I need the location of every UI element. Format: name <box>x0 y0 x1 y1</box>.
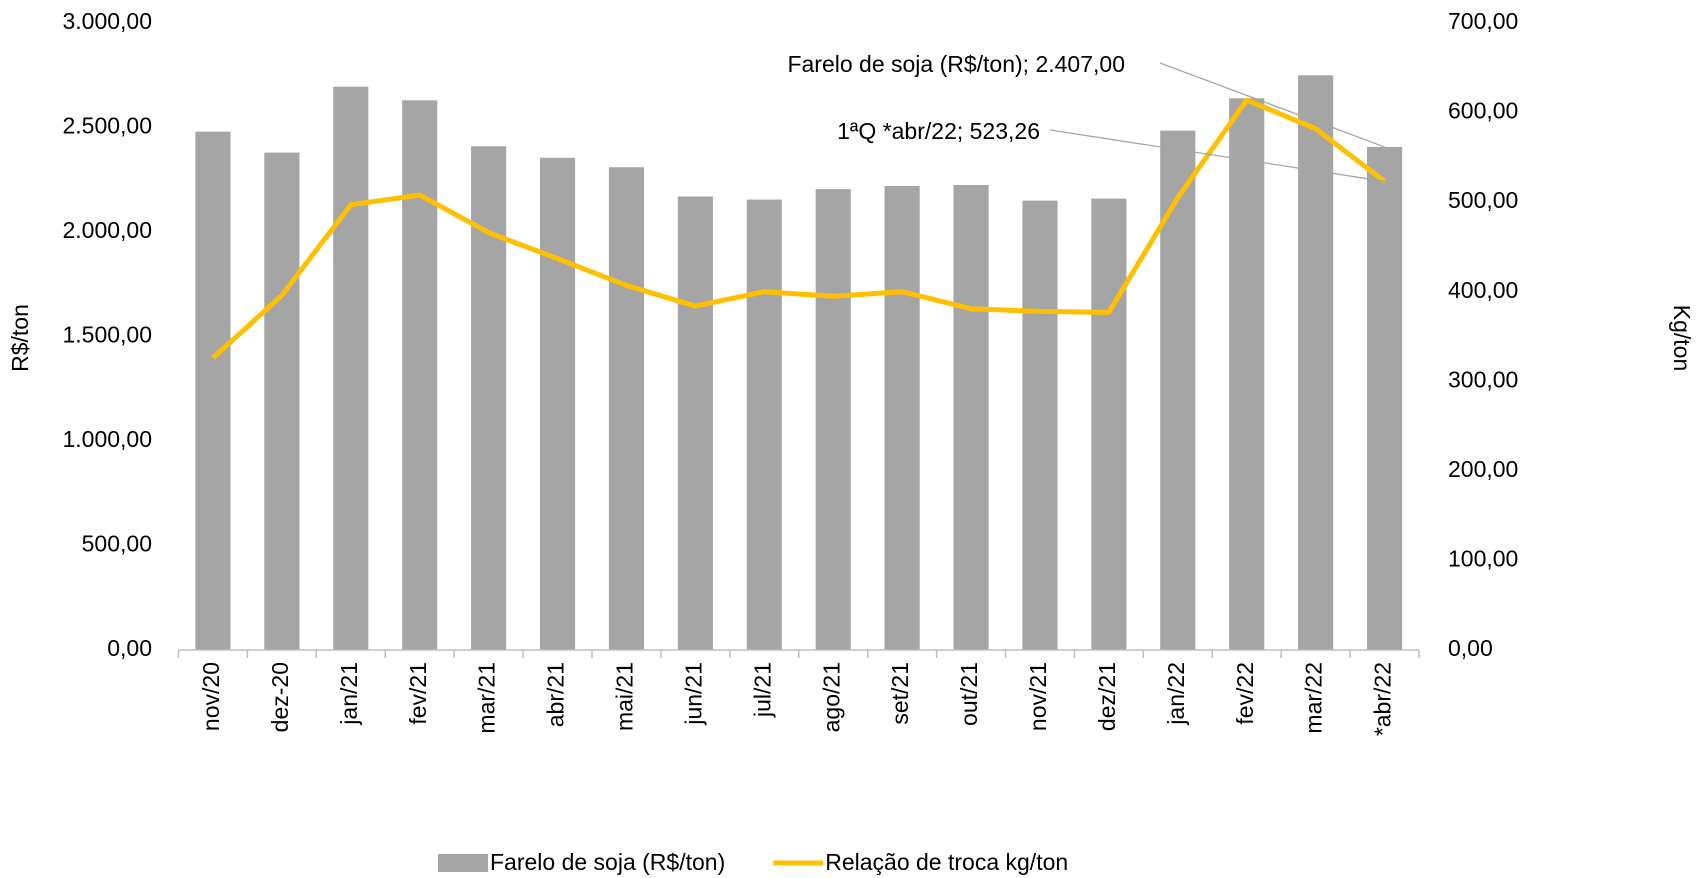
x-tick-label: fev/21 <box>405 662 431 725</box>
y2-tick-label: 700,00 <box>1448 8 1518 34</box>
bar <box>1298 75 1334 650</box>
x-tick-label: set/21 <box>887 662 913 725</box>
x-tick-label: ago/21 <box>818 662 844 732</box>
x-tick-label: jan/22 <box>1163 662 1189 726</box>
bar <box>884 186 920 650</box>
bar <box>1022 200 1058 650</box>
bar <box>1091 198 1127 650</box>
x-tick-label: nov/20 <box>198 662 224 731</box>
bar <box>677 196 713 650</box>
legend-swatch <box>438 854 488 872</box>
bar <box>815 189 851 650</box>
bar <box>195 131 231 650</box>
legend-label: Farelo de soja (R$/ton) <box>490 849 725 875</box>
leader-line <box>1049 129 1385 182</box>
data-label: 1ªQ *abr/22; 523,26 <box>837 118 1040 144</box>
y-tick-label: 500,00 <box>82 531 152 557</box>
bar <box>1366 146 1403 650</box>
y2-tick-label: 500,00 <box>1448 187 1518 213</box>
leader-line <box>1159 62 1385 148</box>
bar <box>471 146 507 650</box>
x-tick-label: mar/21 <box>474 662 500 734</box>
bar <box>608 167 645 650</box>
bar <box>1229 98 1265 651</box>
y-tick-label: 0,00 <box>107 635 152 661</box>
y-tick-label: 2.000,00 <box>62 217 152 243</box>
y2-tick-label: 400,00 <box>1448 277 1518 303</box>
bar <box>746 199 782 651</box>
y-tick-label: 3.000,00 <box>62 8 152 34</box>
y-tick-label: 1.000,00 <box>62 426 152 452</box>
x-tick-label: jun/21 <box>680 662 706 726</box>
data-label: Farelo de soja (R$/ton); 2.407,00 <box>787 51 1125 77</box>
x-tick-label: dez-20 <box>267 662 293 732</box>
x-tick-label: *abr/22 <box>1370 662 1396 736</box>
x-tick-label: fev/22 <box>1232 662 1258 725</box>
y2-tick-label: 300,00 <box>1448 366 1518 392</box>
y-axis-label: R$/ton <box>7 304 33 372</box>
bar <box>264 152 300 650</box>
bar <box>539 157 576 650</box>
x-tick-label: mai/21 <box>612 662 638 731</box>
x-tick-label: abr/21 <box>543 662 569 727</box>
x-tick-label: jul/21 <box>749 662 775 718</box>
bar <box>953 184 989 650</box>
bar <box>1160 130 1196 650</box>
y2-tick-label: 100,00 <box>1448 546 1518 572</box>
x-tick-label: jan/21 <box>336 662 362 726</box>
line <box>211 97 1387 360</box>
x-tick-label: nov/21 <box>1025 662 1051 731</box>
y2-tick-label: 200,00 <box>1448 456 1518 482</box>
y-tick-label: 1.500,00 <box>62 322 152 348</box>
x-tick-label: out/21 <box>956 662 982 726</box>
y2-axis-label: Kg/ton <box>1669 305 1695 372</box>
y2-tick-label: 600,00 <box>1448 98 1518 124</box>
y-tick-label: 2.500,00 <box>62 113 152 139</box>
bar <box>333 86 369 651</box>
legend-label: Relação de troca kg/ton <box>825 849 1068 875</box>
y2-tick-label: 0,00 <box>1448 635 1493 661</box>
bar <box>402 100 438 650</box>
x-tick-label: dez/21 <box>1094 662 1120 731</box>
x-tick-label: mar/22 <box>1301 662 1327 734</box>
